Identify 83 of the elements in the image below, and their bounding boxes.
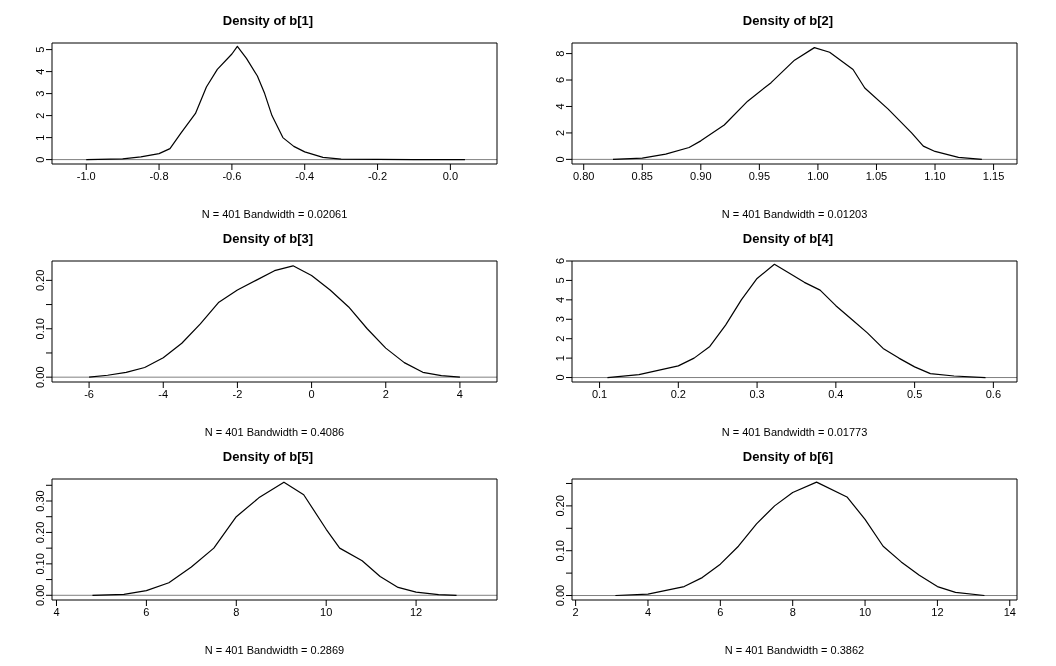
x-tick-label: 0.6 — [985, 387, 1002, 400]
x-tick-label: 12 — [931, 605, 944, 618]
x-tick-label: -4 — [158, 387, 169, 400]
x-tick-label: 0.4 — [828, 387, 844, 400]
y-tick-label: 8 — [554, 50, 566, 57]
y-tick-label: 4 — [554, 296, 566, 303]
x-axis-title: N = 401 Bandwidth = 0.2869 — [204, 644, 345, 656]
line-series — [88, 265, 461, 378]
y-tick-label: 3 — [554, 316, 566, 323]
y-tick-label: 2 — [554, 335, 566, 342]
chart-title: Density of b[6] — [741, 448, 835, 466]
x-tick-label: 0.90 — [690, 169, 712, 182]
x-tick-label: 14 — [1003, 605, 1016, 618]
x-axis-title: N = 401 Bandwidth = 0.01203 — [721, 208, 868, 220]
y-tick-label: 0.00 — [554, 584, 566, 607]
y-tick-label: 2 — [34, 112, 46, 119]
x-tick-label: 2 — [382, 387, 389, 400]
x-tick-label: -0.6 — [222, 169, 242, 182]
x-tick-label: -0.8 — [149, 169, 169, 182]
x-tick-label: 8 — [789, 605, 796, 618]
x-tick-label: 10 — [320, 605, 333, 618]
y-tick-label: 2 — [554, 129, 566, 136]
line-series — [612, 47, 983, 160]
x-axis-title: N = 401 Bandwidth = 0.4086 — [204, 426, 345, 438]
y-tick-label: 0.20 — [34, 521, 46, 544]
x-axis-title: N = 401 Bandwidth = 0.01773 — [721, 426, 868, 438]
y-tick-label: 4 — [554, 103, 566, 110]
x-tick-label: 6 — [143, 605, 150, 618]
x-tick-label: 0.3 — [749, 387, 765, 400]
x-tick-label: 0.5 — [906, 387, 923, 400]
x-tick-label: 1.00 — [807, 169, 829, 182]
y-tick-label: 0 — [554, 374, 566, 381]
y-tick-label: 0.00 — [34, 584, 46, 606]
y-tick-label: 1 — [554, 355, 566, 362]
chart-title: Density of b[4] — [741, 230, 835, 248]
y-tick-label: 0.00 — [34, 366, 46, 388]
x-tick-label: -2 — [232, 387, 243, 400]
x-axis-title: N = 401 Bandwidth = 0.02061 — [201, 208, 348, 220]
y-tick-label: 4 — [34, 68, 46, 75]
x-tick-label: -0.4 — [295, 169, 315, 182]
y-tick-label: 5 — [554, 277, 566, 284]
line-series — [606, 263, 987, 379]
x-tick-label: 12 — [409, 605, 423, 618]
x-axis-title: N = 401 Bandwidth = 0.3862 — [724, 644, 865, 656]
x-tick-label: 0.0 — [442, 169, 459, 182]
x-tick-label: 0 — [308, 387, 315, 400]
x-tick-label: -0.2 — [368, 169, 388, 182]
x-tick-label: 4 — [456, 387, 463, 400]
y-tick-label: 6 — [554, 76, 566, 84]
y-tick-label: 0.10 — [554, 539, 566, 562]
y-tick-label: 6 — [554, 257, 566, 265]
y-tick-label: 3 — [34, 90, 46, 97]
y-tick-label: 0.30 — [34, 490, 46, 512]
x-tick-label: 2 — [572, 605, 579, 618]
x-tick-label: 1.05 — [865, 169, 888, 182]
x-tick-label: 0.1 — [591, 387, 608, 400]
y-tick-label: 0.10 — [34, 318, 46, 340]
chart-title: Density of b[3] — [221, 230, 315, 248]
x-tick-label: 1.10 — [924, 169, 946, 182]
y-tick-label: 1 — [34, 134, 46, 141]
y-tick-label: 0.10 — [34, 553, 46, 575]
x-tick-label: 0.85 — [631, 169, 653, 182]
chart-title: Density of b[2] — [741, 12, 835, 30]
y-tick-label: 0 — [34, 156, 46, 163]
x-tick-label: -6 — [84, 387, 94, 400]
y-tick-label: 0 — [554, 156, 566, 163]
x-tick-label: 0.95 — [748, 169, 771, 182]
x-tick-label: 1.15 — [982, 169, 1005, 182]
x-tick-label: -1.0 — [76, 169, 96, 182]
x-tick-label: 4 — [53, 605, 60, 618]
x-tick-label: 10 — [858, 605, 872, 618]
chart-title: Density of b[5] — [221, 448, 315, 466]
x-tick-label: 8 — [233, 605, 240, 618]
x-tick-label: 6 — [717, 605, 724, 618]
line-series — [85, 45, 466, 161]
chart-title: Density of b[1] — [221, 12, 315, 30]
x-tick-label: 4 — [644, 605, 652, 618]
y-tick-label: 0.20 — [34, 269, 46, 292]
line-series — [91, 481, 458, 596]
x-tick-label: 0.80 — [573, 169, 595, 182]
y-tick-label: 5 — [34, 46, 46, 53]
y-tick-label: 0.20 — [554, 495, 566, 517]
x-tick-label: 0.2 — [670, 387, 686, 400]
